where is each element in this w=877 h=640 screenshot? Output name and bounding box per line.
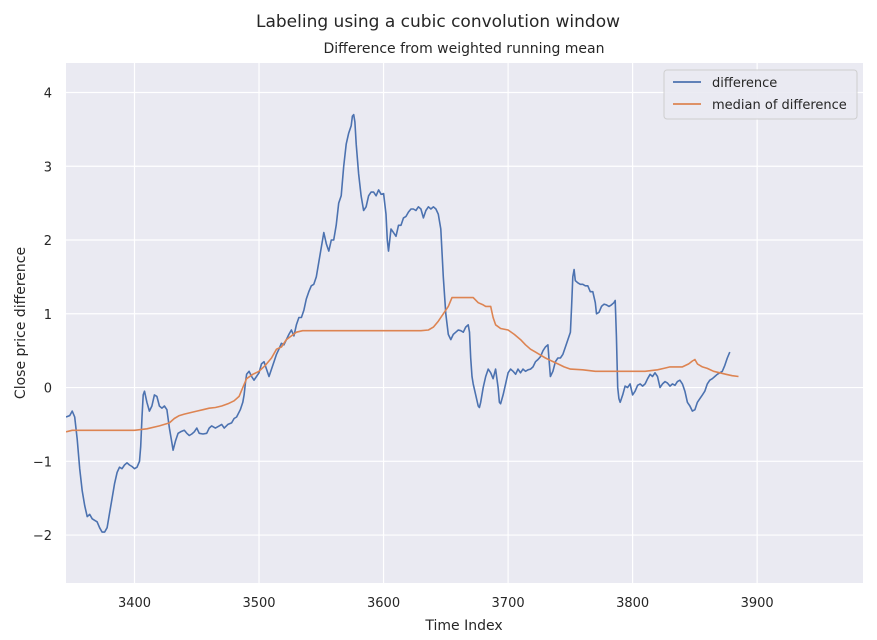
legend-label-difference: difference (712, 76, 777, 91)
y-tick-label: 1 (44, 308, 52, 323)
y-axis-label: Close price difference (13, 247, 29, 399)
x-tick-label: 3600 (367, 596, 400, 611)
x-axis-label: Time Index (424, 618, 502, 634)
y-tick-label: 0 (44, 382, 52, 397)
y-ticks: −2 −1 0 1 2 3 4 (33, 87, 52, 545)
x-tick-label: 3400 (118, 596, 151, 611)
y-tick-label: 4 (44, 87, 52, 102)
chart-suptitle: Labeling using a cubic convolution windo… (256, 12, 620, 32)
chart-title: Difference from weighted running mean (324, 41, 605, 57)
legend-box (663, 69, 858, 120)
plot-area (66, 63, 863, 583)
x-tick-label: 3500 (242, 596, 275, 611)
x-tick-label: 3800 (616, 596, 649, 611)
y-tick-label: −1 (33, 455, 52, 470)
x-tick-label: 3700 (492, 596, 525, 611)
legend-label-median: median of difference (712, 98, 847, 113)
x-tick-label: 3900 (741, 596, 774, 611)
series-line-difference (66, 113, 731, 533)
y-tick-label: −2 (33, 529, 52, 544)
y-tick-label: 3 (44, 160, 52, 175)
legend: difference median of difference (663, 69, 858, 120)
x-ticks: 3400 3500 3600 3700 3800 3900 (118, 596, 774, 611)
series-layer (66, 113, 739, 533)
series-line-median (66, 296, 739, 433)
y-tick-label: 2 (44, 234, 52, 249)
